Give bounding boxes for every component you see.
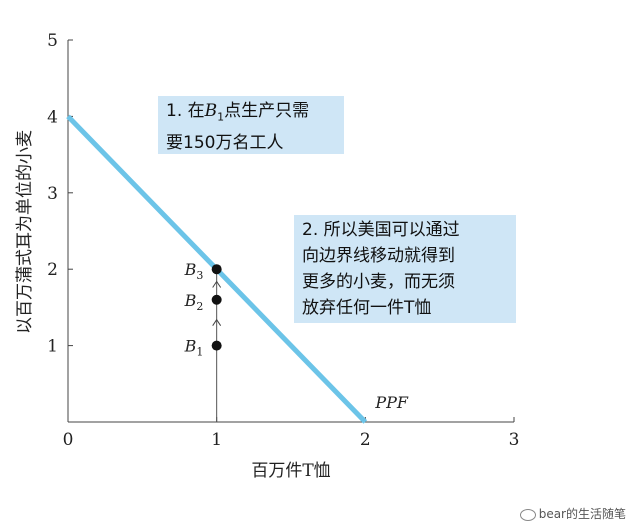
note-1-line-2: 要150万名工人 xyxy=(166,133,284,154)
y-tick-label: 2 xyxy=(47,260,58,280)
x-tick-label: 3 xyxy=(509,430,520,450)
point-label-name: B xyxy=(184,337,197,356)
data-point xyxy=(211,340,222,351)
y-axis-title: 以百万蒲式耳为单位的小麦 xyxy=(15,130,35,334)
x-tick-label: 0 xyxy=(63,430,74,450)
point-label-sub: 3 xyxy=(196,269,203,282)
point-label-name: B xyxy=(184,291,197,310)
point-label: B2 xyxy=(184,291,204,313)
x-tick-label: 2 xyxy=(360,430,371,450)
point-label-name: B xyxy=(184,260,197,279)
arrow-up-icon xyxy=(212,280,222,288)
annotation-note-1: 1. 在B1点生产只需 要150万名工人 xyxy=(158,96,344,154)
point-label-sub: 1 xyxy=(196,346,203,359)
point-label-sub: 2 xyxy=(196,300,203,313)
y-tick-label: 4 xyxy=(47,107,58,127)
y-tick-label: 3 xyxy=(47,184,58,204)
point-label: B1 xyxy=(184,337,204,359)
annotation-note-2: 2. 所以美国可以通过 向边界线移动就得到 更多的小麦，而无须 放弃任何一件T恤 xyxy=(294,215,516,323)
wechat-icon xyxy=(519,508,536,521)
note-1-line-1: 1. 在B1点生产只需 xyxy=(166,101,310,124)
note-2-line: 放弃任何一件T恤 xyxy=(302,298,432,318)
point-label: B3 xyxy=(184,260,204,282)
x-tick-label: 1 xyxy=(211,430,222,450)
y-tick-label: 5 xyxy=(47,31,58,51)
note-2-line: 向边界线移动就得到 xyxy=(302,246,455,266)
axes xyxy=(67,40,514,423)
arrow-up-icon xyxy=(212,318,222,326)
data-point xyxy=(211,294,222,305)
note-2-line: 2. 所以美国可以通过 xyxy=(302,220,460,240)
y-tick-label: 1 xyxy=(47,337,58,357)
note-2-line: 更多的小麦，而无须 xyxy=(302,272,455,292)
x-axis-title: 百万件T恤 xyxy=(251,461,330,481)
data-point xyxy=(211,264,222,275)
watermark: bear的生活随笔 xyxy=(519,505,626,522)
series-label: PPF xyxy=(374,393,409,412)
